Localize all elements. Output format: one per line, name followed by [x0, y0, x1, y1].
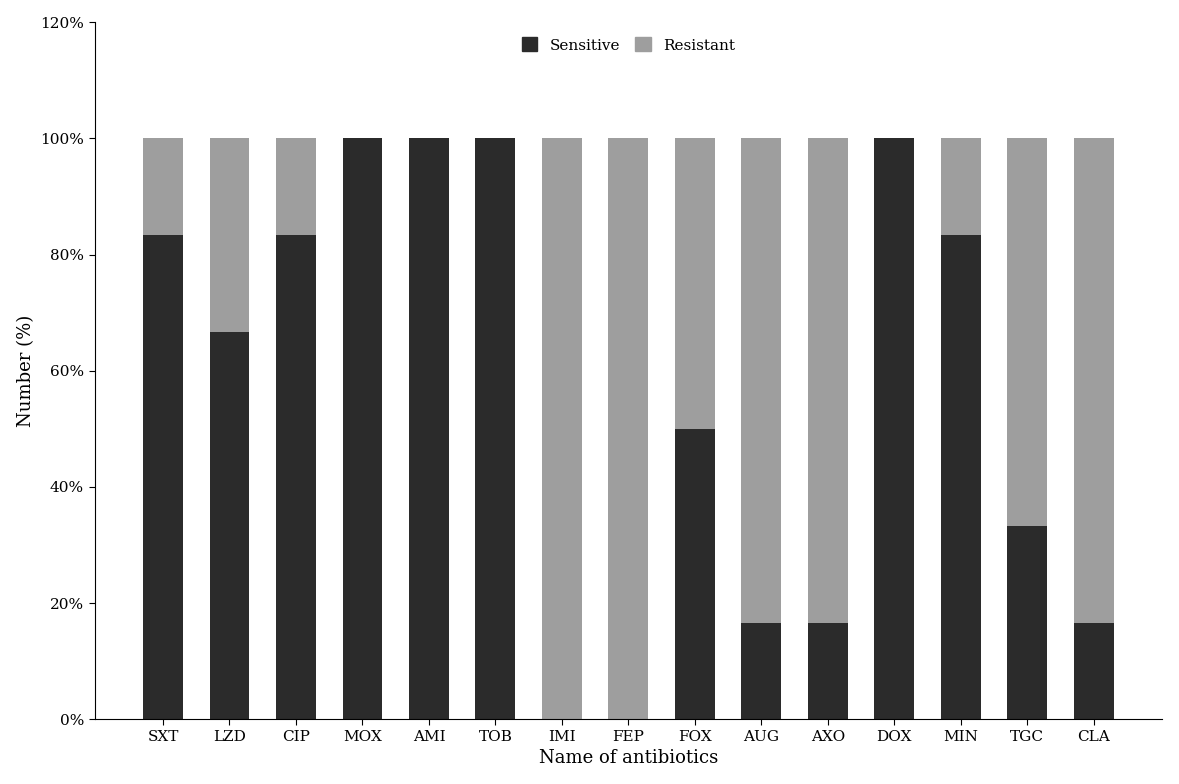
- Bar: [875, 138, 915, 720]
- Bar: [210, 138, 250, 332]
- Bar: [143, 235, 183, 720]
- Bar: [210, 332, 250, 720]
- Bar: [542, 138, 582, 720]
- Bar: [1074, 138, 1114, 622]
- Bar: [343, 138, 382, 720]
- Bar: [1074, 622, 1114, 720]
- Bar: [941, 138, 981, 235]
- Bar: [409, 138, 449, 720]
- Bar: [742, 622, 782, 720]
- Bar: [674, 429, 714, 720]
- Bar: [475, 138, 515, 720]
- Bar: [941, 235, 981, 720]
- Legend: Sensitive, Resistant: Sensitive, Resistant: [514, 30, 743, 60]
- Bar: [1007, 138, 1047, 526]
- Bar: [1007, 526, 1047, 720]
- Bar: [674, 138, 714, 429]
- Bar: [608, 138, 648, 720]
- Bar: [143, 138, 183, 235]
- X-axis label: Name of antibiotics: Name of antibiotics: [539, 750, 718, 768]
- Bar: [742, 138, 782, 622]
- Bar: [276, 138, 316, 235]
- Bar: [808, 138, 848, 622]
- Y-axis label: Number (%): Number (%): [17, 314, 34, 427]
- Bar: [276, 235, 316, 720]
- Bar: [808, 622, 848, 720]
